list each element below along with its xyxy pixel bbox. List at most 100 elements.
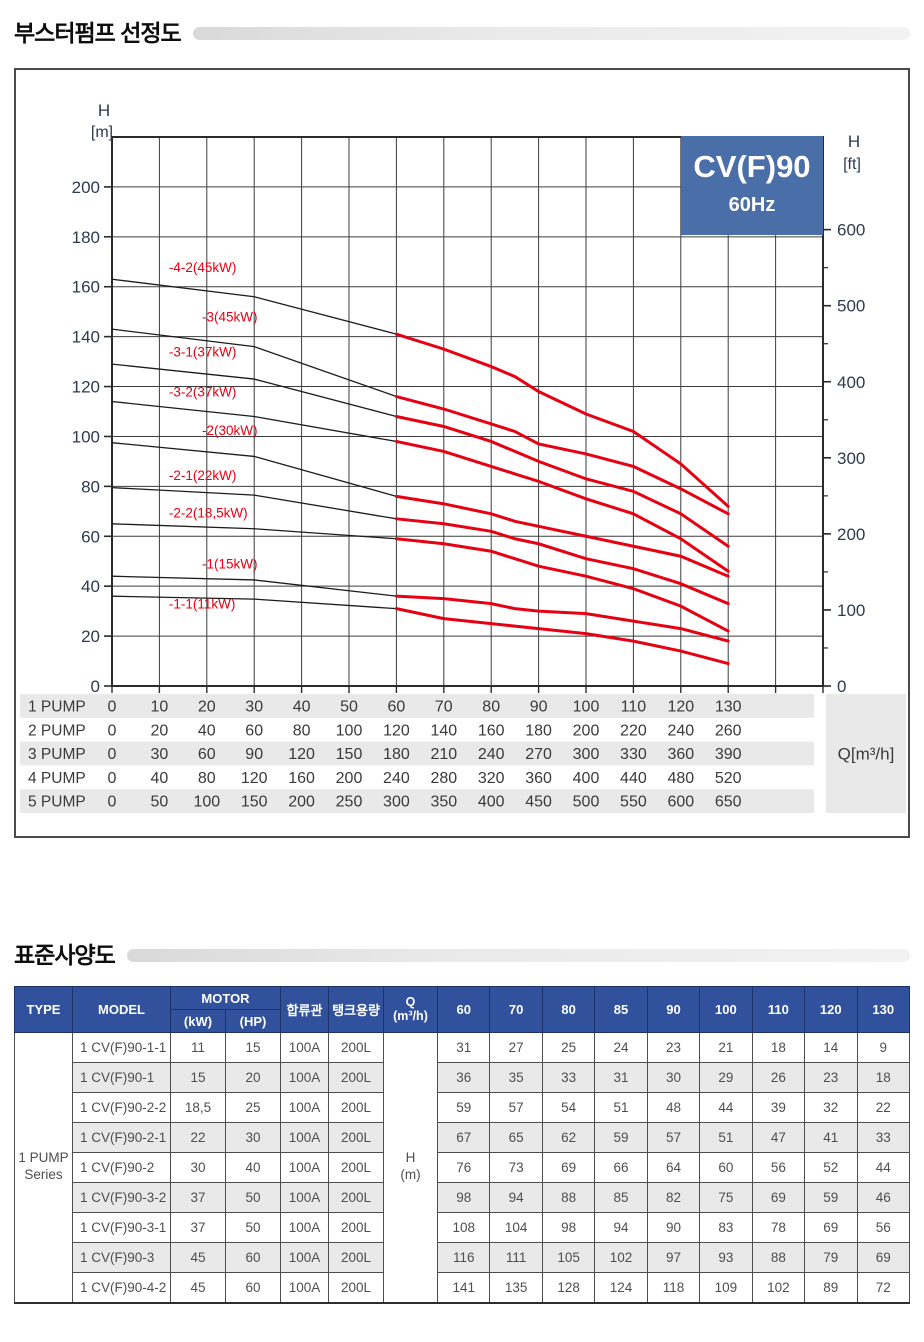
right-axis-title: [ft] bbox=[843, 156, 861, 173]
curve-low-flow bbox=[111, 363, 397, 418]
model-cell: 1 CV(F)90-4-2 bbox=[72, 1272, 171, 1303]
section2-head: 표준사양도 bbox=[14, 936, 910, 970]
hp-cell: 15 bbox=[225, 1032, 281, 1063]
head-value-cell: 51 bbox=[594, 1092, 648, 1123]
model-cell: 1 CV(F)90-3-2 bbox=[72, 1182, 171, 1213]
col-header-kw: (kW) bbox=[170, 1009, 226, 1033]
head-value-cell: 24 bbox=[594, 1032, 648, 1063]
pump-flow-value: 110 bbox=[621, 699, 647, 716]
hp-cell: 40 bbox=[225, 1152, 281, 1183]
kw-cell: 11 bbox=[170, 1032, 226, 1063]
pump-flow-value: 210 bbox=[430, 746, 457, 763]
curve-high-flow bbox=[394, 537, 730, 633]
pump-flow-value: 120 bbox=[241, 770, 268, 787]
curve-high-flow bbox=[394, 395, 730, 516]
head-value-cell: 73 bbox=[489, 1152, 543, 1183]
pipe-cell: 100A bbox=[280, 1062, 329, 1093]
pump-flow-value: 0 bbox=[108, 794, 117, 811]
left-tick-label: 40 bbox=[81, 577, 100, 596]
curve-low-flow bbox=[111, 278, 397, 335]
head-value-cell: 21 bbox=[699, 1032, 753, 1063]
kw-cell: 37 bbox=[170, 1182, 226, 1213]
head-value-cell: 29 bbox=[699, 1062, 753, 1093]
curve-high-flow bbox=[394, 607, 730, 666]
right-tick-label: 600 bbox=[837, 221, 865, 240]
pump-flow-value: 100 bbox=[573, 699, 600, 716]
tank-cell: 200L bbox=[328, 1122, 384, 1153]
chart-section-title: 부스터펌프 선정도 bbox=[14, 20, 182, 46]
pump-flow-value: 350 bbox=[430, 794, 457, 811]
curve-low-flow bbox=[111, 575, 397, 597]
head-value-cell: 31 bbox=[436, 1032, 491, 1063]
head-value-cell: 31 bbox=[594, 1062, 648, 1093]
spec-row: 1 CV(F)90-4-2 45 60 100A 200L 141 135 128 124 118… bbox=[15, 1272, 910, 1303]
pump-flow-value: 20 bbox=[151, 722, 169, 739]
col-header-flow-120: 120 bbox=[804, 986, 858, 1033]
head-value-cell: 72 bbox=[856, 1272, 910, 1303]
pump-flow-value: 140 bbox=[430, 722, 457, 739]
pump-row-bg bbox=[20, 741, 814, 766]
head-value-cell: 98 bbox=[436, 1182, 491, 1213]
col-header-flow-130: 130 bbox=[856, 986, 910, 1033]
left-tick-label: 160 bbox=[72, 278, 100, 297]
curve-low-flow bbox=[111, 523, 397, 540]
model-cell: 1 CV(F)90-3-1 bbox=[72, 1212, 171, 1243]
head-value-cell: 69 bbox=[804, 1212, 858, 1243]
kw-cell: 37 bbox=[170, 1212, 226, 1243]
pump-flow-value: 130 bbox=[715, 699, 742, 716]
head-value-cell: 33 bbox=[541, 1062, 596, 1093]
curve-high-flow bbox=[394, 414, 730, 548]
pump-flow-value: 120 bbox=[383, 722, 410, 739]
head-value-cell: 35 bbox=[489, 1062, 543, 1093]
pump-flow-value: 30 bbox=[245, 699, 263, 716]
pump-flow-value: 360 bbox=[667, 746, 694, 763]
col-header-flow-80: 80 bbox=[541, 986, 596, 1033]
pump-flow-value: 60 bbox=[388, 699, 406, 716]
hp-cell: 25 bbox=[225, 1092, 281, 1123]
right-tick-label: 0 bbox=[837, 677, 846, 696]
head-value-cell: 36 bbox=[436, 1062, 491, 1093]
pump-flow-value: 60 bbox=[245, 722, 263, 739]
pump-flow-value: 150 bbox=[241, 794, 268, 811]
head-value-cell: 79 bbox=[804, 1242, 858, 1273]
curve-label: -1(15kW) bbox=[202, 557, 258, 572]
pump-flow-value: 70 bbox=[435, 699, 453, 716]
spec-row: 1 CV(F)90-2-1 22 30 100A 200L 67 65 62 59 57 51 47 4… bbox=[15, 1122, 910, 1153]
section-gap bbox=[14, 838, 910, 936]
pump-row-label: 3 PUMP bbox=[28, 746, 86, 763]
head-value-cell: 33 bbox=[856, 1122, 910, 1153]
pump-flow-value: 360 bbox=[525, 770, 552, 787]
pump-row-label: 1 PUMP bbox=[28, 699, 86, 716]
pipe-cell: 100A bbox=[280, 1212, 329, 1243]
curve-high-flow bbox=[394, 332, 730, 508]
head-value-cell: 94 bbox=[594, 1212, 648, 1243]
head-value-cell: 9 bbox=[856, 1032, 910, 1063]
model-cell: 1 CV(F)90-2-2 bbox=[72, 1092, 171, 1123]
col-header-hp: (HP) bbox=[225, 1009, 281, 1033]
curve-high-flow bbox=[394, 439, 730, 573]
pump-flow-value: 60 bbox=[198, 746, 216, 763]
curve-high-flow bbox=[394, 494, 730, 578]
head-value-cell: 62 bbox=[541, 1122, 596, 1153]
head-value-cell: 67 bbox=[436, 1122, 491, 1153]
pump-row-bg bbox=[20, 789, 814, 813]
q-header-line2: (m³/h) bbox=[393, 1008, 428, 1023]
spec-row: 1 CV(F)90-3-1 37 50 100A 200L 108 104 98 94 90 83 7… bbox=[15, 1212, 910, 1243]
curve-high-flow bbox=[394, 594, 730, 643]
head-value-cell: 128 bbox=[541, 1272, 596, 1303]
pipe-cell: 100A bbox=[280, 1152, 329, 1183]
head-value-cell: 22 bbox=[856, 1092, 910, 1123]
curve-high-flow bbox=[394, 517, 730, 606]
pump-flow-value: 80 bbox=[293, 722, 311, 739]
pump-flow-value: 220 bbox=[620, 722, 647, 739]
pump-flow-value: 280 bbox=[430, 770, 457, 787]
left-tick-label: 80 bbox=[81, 477, 100, 496]
head-value-cell: 41 bbox=[804, 1122, 858, 1153]
head-value-cell: 102 bbox=[751, 1272, 806, 1303]
pipe-cell: 100A bbox=[280, 1272, 329, 1303]
head-value-cell: 25 bbox=[541, 1032, 596, 1063]
right-tick-label: 400 bbox=[837, 373, 865, 392]
head-value-cell: 39 bbox=[751, 1092, 806, 1123]
pump-flow-value: 650 bbox=[715, 794, 742, 811]
